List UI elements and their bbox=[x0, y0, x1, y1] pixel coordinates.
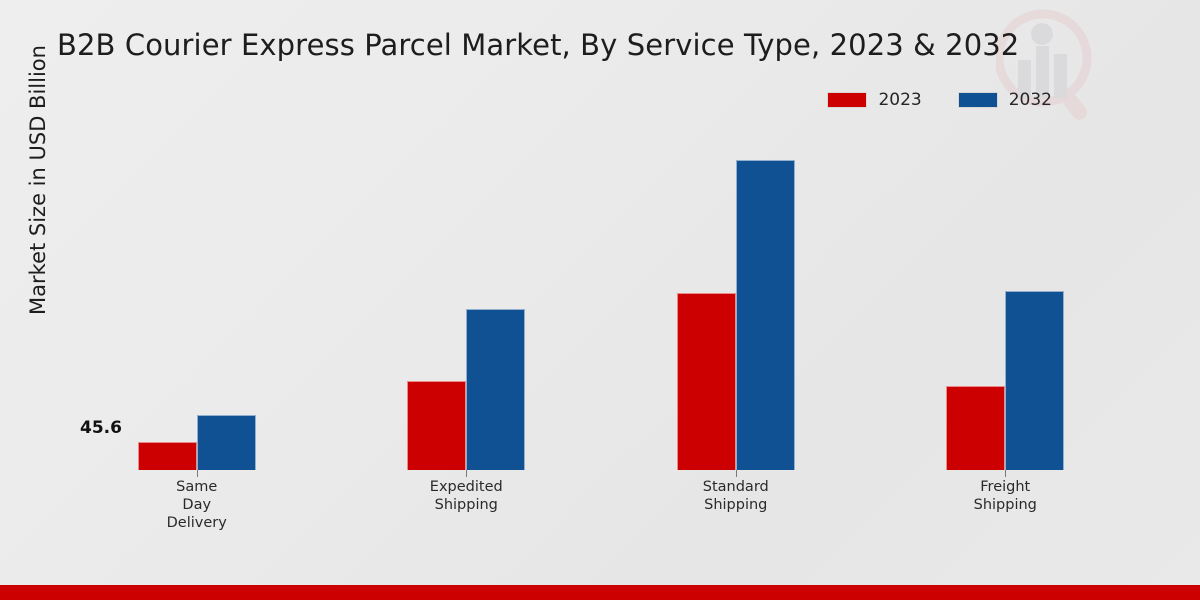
bar-pair bbox=[332, 130, 602, 470]
x-axis-tick bbox=[466, 470, 468, 477]
x-axis-tick bbox=[735, 470, 737, 477]
bar-2032[interactable] bbox=[735, 160, 795, 470]
bar-2032[interactable] bbox=[196, 415, 256, 470]
category-label-line: Same bbox=[176, 479, 218, 495]
page-title: B2B Courier Express Parcel Market, By Se… bbox=[57, 28, 1020, 62]
legend-label-2023: 2023 bbox=[878, 90, 922, 110]
category-label-line: Day bbox=[182, 497, 212, 513]
bar-value-label: 45.6 bbox=[80, 418, 122, 438]
bar-pair bbox=[601, 130, 871, 470]
bar-2023[interactable] bbox=[407, 381, 467, 470]
bar-2023[interactable] bbox=[946, 386, 1006, 470]
legend-item-2023[interactable]: 2023 bbox=[827, 90, 922, 110]
category-label-line: Shipping bbox=[973, 497, 1037, 513]
legend-item-2032[interactable]: 2032 bbox=[957, 90, 1052, 110]
x-axis-category-label: Expedited Shipping bbox=[332, 478, 602, 514]
category-label-line: Expedited bbox=[429, 479, 503, 495]
chart-legend: 2023 2032 bbox=[827, 90, 1052, 110]
bar-2023[interactable] bbox=[676, 293, 736, 470]
watermark-logo bbox=[994, 2, 1092, 130]
category-label-line: Shipping bbox=[704, 497, 768, 513]
bar-groups: 45.6 Same Day Delivery Expedited Shipping Stan… bbox=[62, 130, 1141, 531]
x-axis-category-label: Standard Shipping bbox=[601, 478, 871, 514]
bar-group: 45.6 Same Day Delivery bbox=[62, 130, 332, 531]
bar-2023[interactable] bbox=[137, 442, 197, 470]
x-axis-tick bbox=[196, 470, 198, 477]
bar-group: Expedited Shipping bbox=[332, 130, 602, 513]
category-label-line: Delivery bbox=[166, 515, 227, 531]
legend-swatch-2032 bbox=[957, 92, 998, 108]
bar-2032[interactable] bbox=[1005, 291, 1065, 470]
footer-accent-bar bbox=[0, 585, 1200, 600]
category-label-line: Standard bbox=[702, 479, 769, 495]
x-axis-category-label: Freight Shipping bbox=[871, 478, 1141, 514]
category-label-line: Freight bbox=[980, 479, 1031, 495]
bar-group: Freight Shipping bbox=[871, 130, 1141, 513]
x-axis-tick bbox=[1005, 470, 1007, 477]
category-label-line: Shipping bbox=[434, 497, 498, 513]
plot-area: 45.6 Same Day Delivery Expedited Shipping Stan… bbox=[62, 130, 1141, 531]
bar-pair bbox=[62, 130, 332, 470]
x-axis-category-label: Same Day Delivery bbox=[62, 478, 332, 532]
bar-group: Standard Shipping bbox=[601, 130, 871, 513]
bar-pair bbox=[871, 130, 1141, 470]
bar-2032[interactable] bbox=[466, 309, 526, 470]
legend-label-2032: 2032 bbox=[1008, 90, 1052, 110]
y-axis-title: Market Size in USD Billion bbox=[26, 45, 50, 315]
legend-swatch-2023 bbox=[827, 92, 868, 108]
